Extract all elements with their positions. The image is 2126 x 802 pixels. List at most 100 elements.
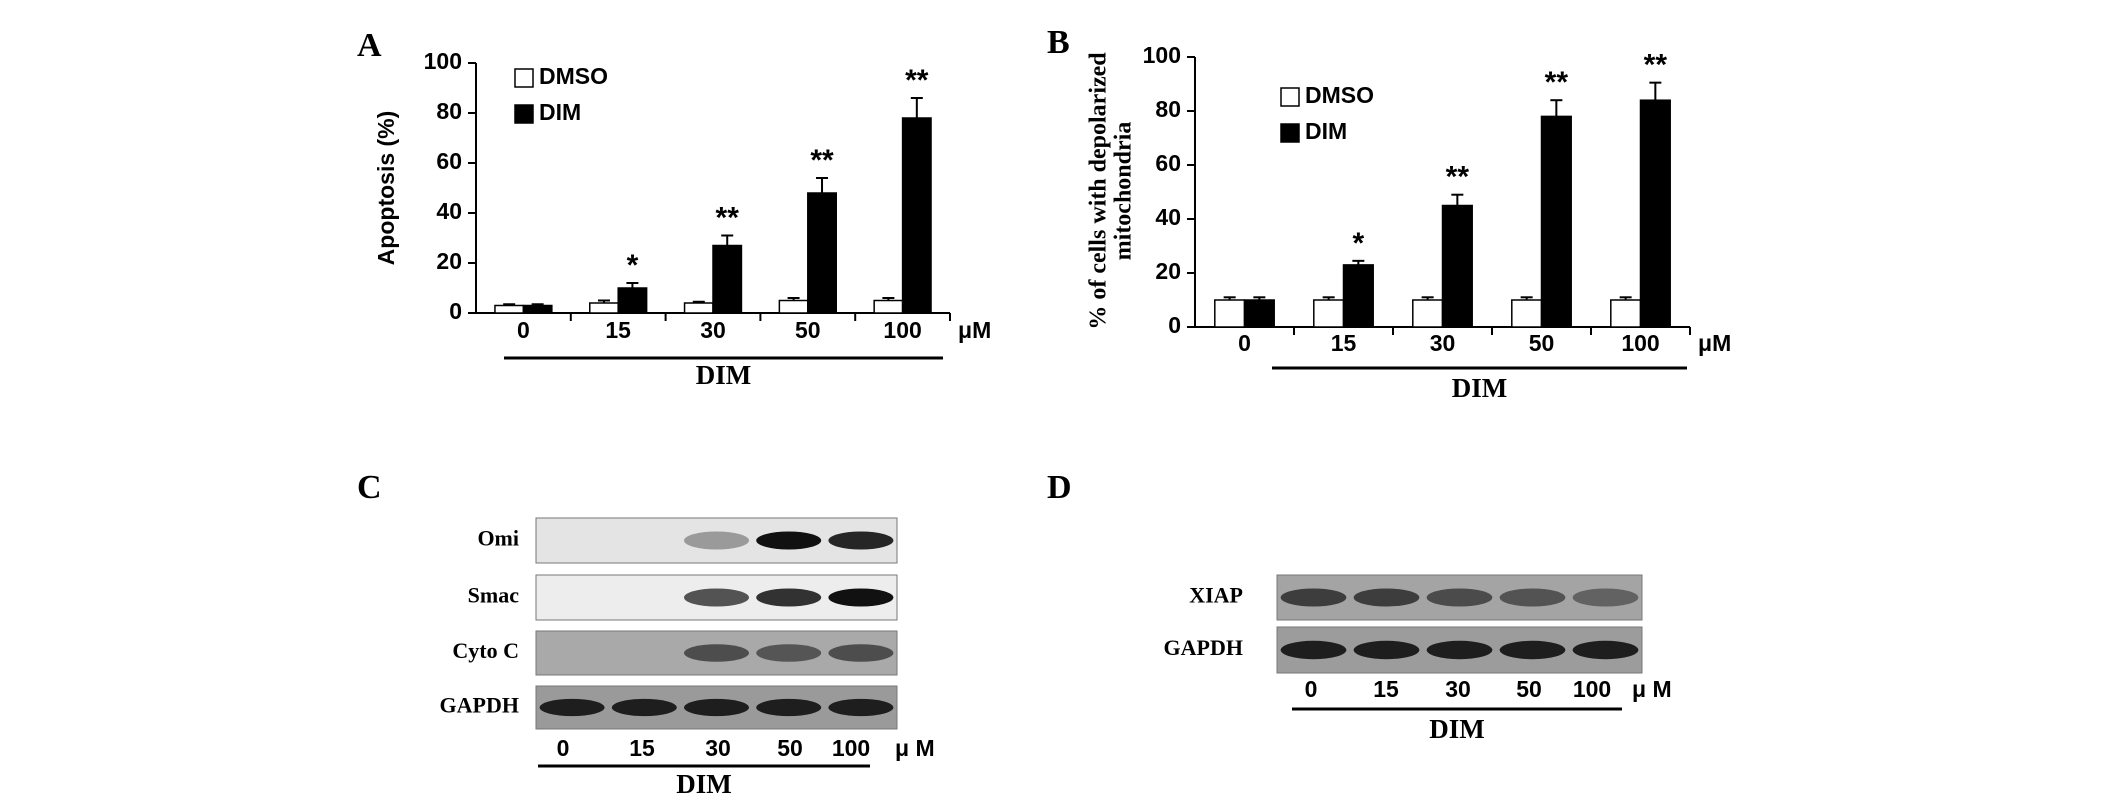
lane-label: 30	[1445, 676, 1471, 702]
x-tick-label: 0	[1238, 330, 1251, 356]
y-axis-label: mitochondria	[1111, 122, 1137, 261]
group-label: DIM	[696, 360, 752, 390]
bar	[589, 302, 619, 314]
band	[540, 589, 605, 607]
band	[1499, 588, 1566, 607]
legend-label: DIM	[1305, 118, 1347, 144]
bar	[1540, 115, 1572, 328]
band	[756, 588, 822, 607]
y-tick-label: 80	[436, 98, 462, 124]
band	[828, 588, 894, 607]
significance-label: **	[1644, 49, 1668, 82]
band	[684, 588, 749, 607]
lane-label: 15	[1373, 676, 1399, 702]
bar	[1639, 99, 1671, 328]
legend-swatch	[514, 68, 534, 88]
y-tick-label: 100	[424, 48, 462, 74]
x-tick-label: 0	[517, 317, 530, 343]
band	[1426, 640, 1493, 660]
x-tick-label: 15	[1331, 330, 1357, 356]
bar	[1243, 299, 1275, 328]
band	[612, 532, 677, 550]
significance-label: **	[1446, 161, 1470, 194]
band	[1572, 588, 1639, 607]
significance-label: **	[810, 144, 834, 177]
blot-row-label: GAPDH	[1164, 635, 1243, 660]
band	[684, 698, 749, 717]
bar	[1214, 299, 1246, 328]
band	[540, 644, 605, 662]
significance-label: **	[716, 201, 740, 234]
y-tick-label: 40	[1155, 204, 1181, 230]
bar	[778, 299, 809, 314]
blot-row-label: Omi	[477, 526, 519, 551]
y-tick-label: 0	[1168, 312, 1181, 338]
blot-row-label: GAPDH	[440, 693, 519, 718]
band	[611, 698, 677, 717]
significance-label: **	[1545, 66, 1569, 99]
legend-swatch	[1280, 123, 1300, 143]
band	[612, 589, 677, 607]
bar	[1313, 299, 1345, 328]
band	[828, 644, 894, 662]
group-label: DIM	[676, 769, 732, 799]
bar	[494, 304, 525, 314]
panel-letter: A	[357, 27, 382, 64]
band	[1572, 640, 1639, 660]
blot-row-label: Smac	[468, 583, 520, 608]
unit-label: μ M	[1632, 676, 1672, 702]
lane-label: 100	[832, 735, 870, 761]
bar	[1511, 299, 1543, 328]
x-tick-label: 50	[1529, 330, 1555, 356]
y-tick-label: 60	[436, 148, 462, 174]
band	[1280, 588, 1347, 607]
bar	[712, 244, 743, 314]
bar	[1412, 299, 1444, 328]
panel-letter: D	[1047, 469, 1072, 506]
bar	[617, 287, 648, 314]
significance-label: *	[627, 249, 639, 282]
unit-label: μM	[1698, 330, 1731, 356]
band	[756, 698, 822, 717]
band	[1353, 588, 1420, 607]
band	[539, 698, 605, 717]
bar	[873, 299, 904, 314]
bar	[901, 117, 932, 314]
blot-row-label: XIAP	[1189, 583, 1243, 608]
band	[828, 531, 894, 550]
significance-label: *	[1353, 227, 1365, 260]
bar	[807, 192, 837, 314]
legend-label: DMSO	[1305, 82, 1374, 108]
band	[1353, 640, 1420, 660]
band	[828, 698, 894, 717]
lane-label: 15	[629, 735, 655, 761]
band	[540, 532, 605, 550]
band	[684, 644, 749, 662]
band	[756, 644, 822, 662]
y-tick-label: 80	[1155, 96, 1181, 122]
panel-letter: C	[357, 469, 382, 506]
y-tick-label: 20	[436, 248, 462, 274]
x-tick-label: 15	[605, 317, 631, 343]
bar	[683, 302, 714, 314]
legend-swatch	[514, 104, 534, 124]
y-axis-label: % of cells with depolarized	[1086, 52, 1112, 330]
y-tick-label: 20	[1155, 258, 1181, 284]
x-tick-label: 30	[1430, 330, 1456, 356]
y-axis-label: Apoptosis (%)	[373, 111, 399, 266]
band	[684, 531, 749, 550]
unit-label: μ M	[895, 735, 935, 761]
y-tick-label: 40	[436, 198, 462, 224]
unit-label: μM	[958, 317, 991, 343]
x-tick-label: 30	[700, 317, 726, 343]
lane-label: 50	[1516, 676, 1542, 702]
lane-label: 30	[705, 735, 731, 761]
lane-label: 0	[1305, 676, 1318, 702]
group-label: DIM	[1429, 714, 1485, 744]
lane-label: 100	[1573, 676, 1611, 702]
y-tick-label: 100	[1143, 42, 1181, 68]
significance-label: **	[905, 64, 929, 97]
y-tick-label: 0	[449, 298, 462, 324]
band	[612, 644, 677, 662]
y-tick-label: 60	[1155, 150, 1181, 176]
